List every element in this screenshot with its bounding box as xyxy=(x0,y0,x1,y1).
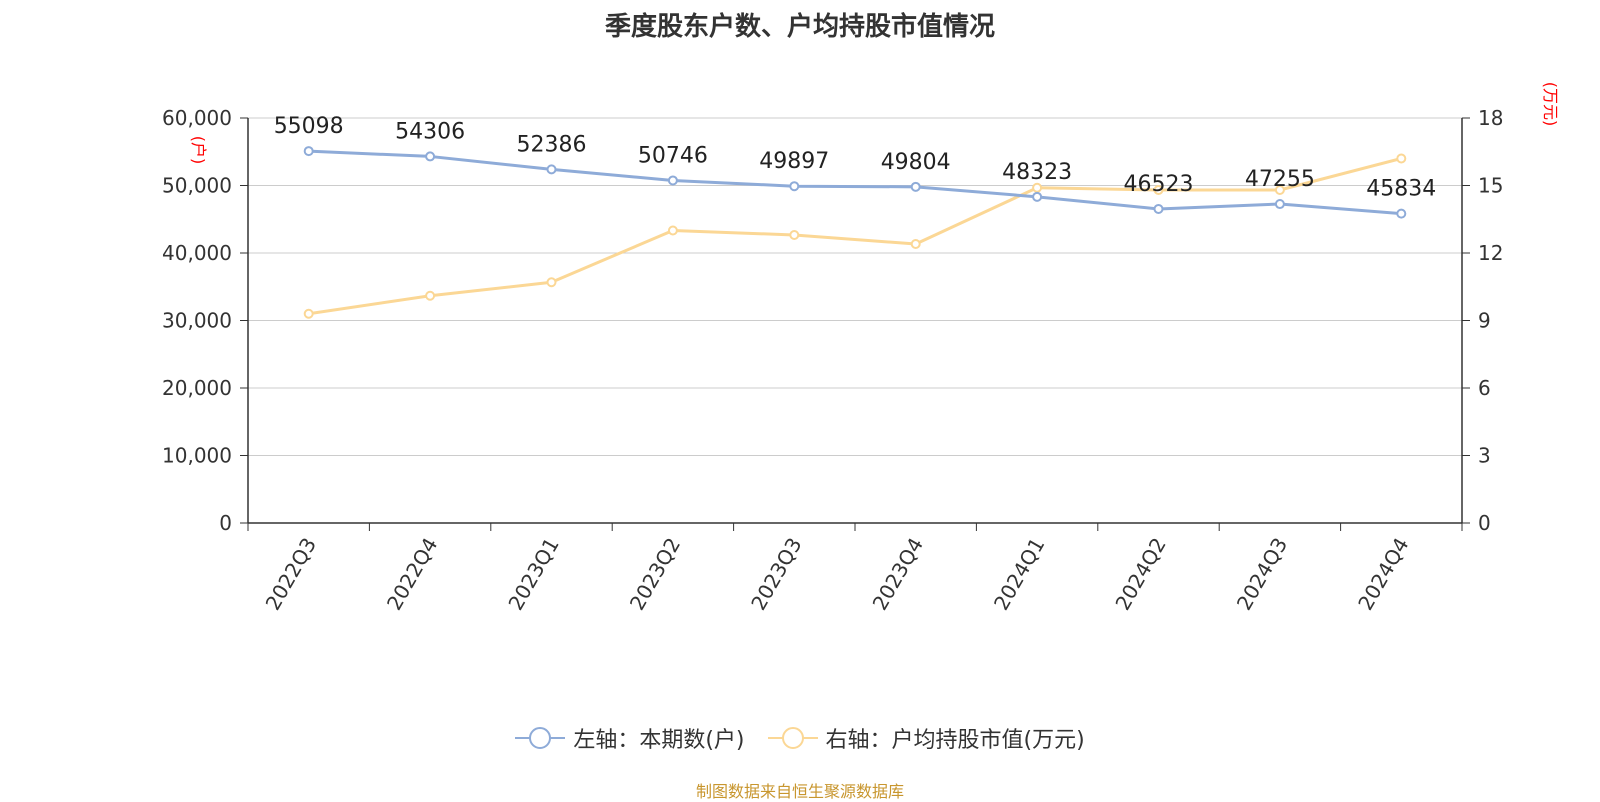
chart-title: 季度股东户数、户均持股市值情况 xyxy=(604,12,995,42)
data-label: 55098 xyxy=(274,114,344,139)
y-left-tick-label: 0 xyxy=(219,511,232,535)
data-label: 52386 xyxy=(517,132,587,157)
data-label: 45834 xyxy=(1366,177,1436,202)
y-right-tick-label: 9 xyxy=(1478,309,1491,333)
y-right-tick-label: 15 xyxy=(1478,174,1503,198)
x-tick-label: 2023Q1 xyxy=(503,534,563,615)
series-line-right xyxy=(308,157,1402,316)
data-point-left xyxy=(1274,199,1285,210)
legend-label-left: 左轴：本期数(户) xyxy=(573,728,745,753)
source-note: 制图数据来自恒生聚源数据库 xyxy=(695,782,904,801)
x-tick-label: 2023Q3 xyxy=(746,534,806,615)
data-label: 48323 xyxy=(1002,160,1072,185)
y-left-tick-label: 50,000 xyxy=(162,174,232,198)
data-point-right xyxy=(425,290,436,301)
y-right-tick-label: 6 xyxy=(1478,376,1491,400)
x-tick-label: 2024Q1 xyxy=(989,534,1049,615)
y-left-tick-label: 60,000 xyxy=(162,106,232,130)
x-tick-label: 2022Q4 xyxy=(382,534,442,615)
data-label: 54306 xyxy=(395,119,465,144)
data-point-left xyxy=(425,151,436,162)
y-right-tick-label: 18 xyxy=(1478,106,1503,130)
data-point-left xyxy=(789,181,800,192)
data-point-left xyxy=(1396,208,1407,219)
y-left-tick-label: 10,000 xyxy=(162,444,232,468)
legend-item-left[interactable]: 左轴：本期数(户) xyxy=(515,722,745,754)
legend-item-right[interactable]: 右轴：户均持股市值(万元) xyxy=(767,722,1085,754)
x-tick-label: 2024Q2 xyxy=(1110,534,1170,615)
data-point-left xyxy=(1153,203,1164,214)
legend-label-right: 右轴：户均持股市值(万元) xyxy=(825,728,1085,753)
y-left-unit: (户) xyxy=(189,136,208,165)
y-right-tick-label: 0 xyxy=(1478,511,1491,535)
y-right-tick-label: 12 xyxy=(1478,241,1503,265)
data-point-right xyxy=(546,277,557,288)
legend: 左轴：本期数(户) 右轴：户均持股市值(万元) xyxy=(0,722,1600,757)
data-point-left xyxy=(546,164,557,175)
data-point-right xyxy=(667,225,678,236)
data-point-right xyxy=(1153,185,1164,195)
data-label: 46523 xyxy=(1124,172,1194,197)
legend-swatch-right xyxy=(767,727,818,749)
data-point-right xyxy=(1396,153,1407,164)
x-tick-label: 2024Q3 xyxy=(1232,534,1292,615)
y-right-tick-label: 3 xyxy=(1478,444,1491,468)
data-label: 49897 xyxy=(759,149,829,174)
data-point-left xyxy=(910,181,921,192)
data-point-left xyxy=(667,175,678,186)
y-left-tick-label: 30,000 xyxy=(162,309,232,333)
data-point-left xyxy=(303,146,314,157)
x-tick-label: 2022Q3 xyxy=(261,534,321,615)
data-label: 50746 xyxy=(638,143,708,168)
data-point-right xyxy=(789,230,800,240)
legend-swatch-left xyxy=(515,727,566,749)
data-point-right xyxy=(303,308,314,319)
data-point-right xyxy=(1274,185,1285,195)
data-point-right xyxy=(1032,182,1043,193)
x-tick-label: 2024Q4 xyxy=(1353,534,1413,615)
data-label: 49804 xyxy=(881,150,951,175)
x-tick-label: 2023Q2 xyxy=(625,534,685,615)
data-point-right xyxy=(910,239,921,249)
series-line-left xyxy=(308,149,1402,216)
data-label: 47255 xyxy=(1245,167,1315,192)
y-right-unit: (万元) xyxy=(1541,82,1560,127)
x-tick-label: 2023Q4 xyxy=(868,534,928,615)
data-point-left xyxy=(1032,191,1043,202)
y-left-tick-label: 20,000 xyxy=(162,376,232,400)
y-left-tick-label: 40,000 xyxy=(162,241,232,265)
